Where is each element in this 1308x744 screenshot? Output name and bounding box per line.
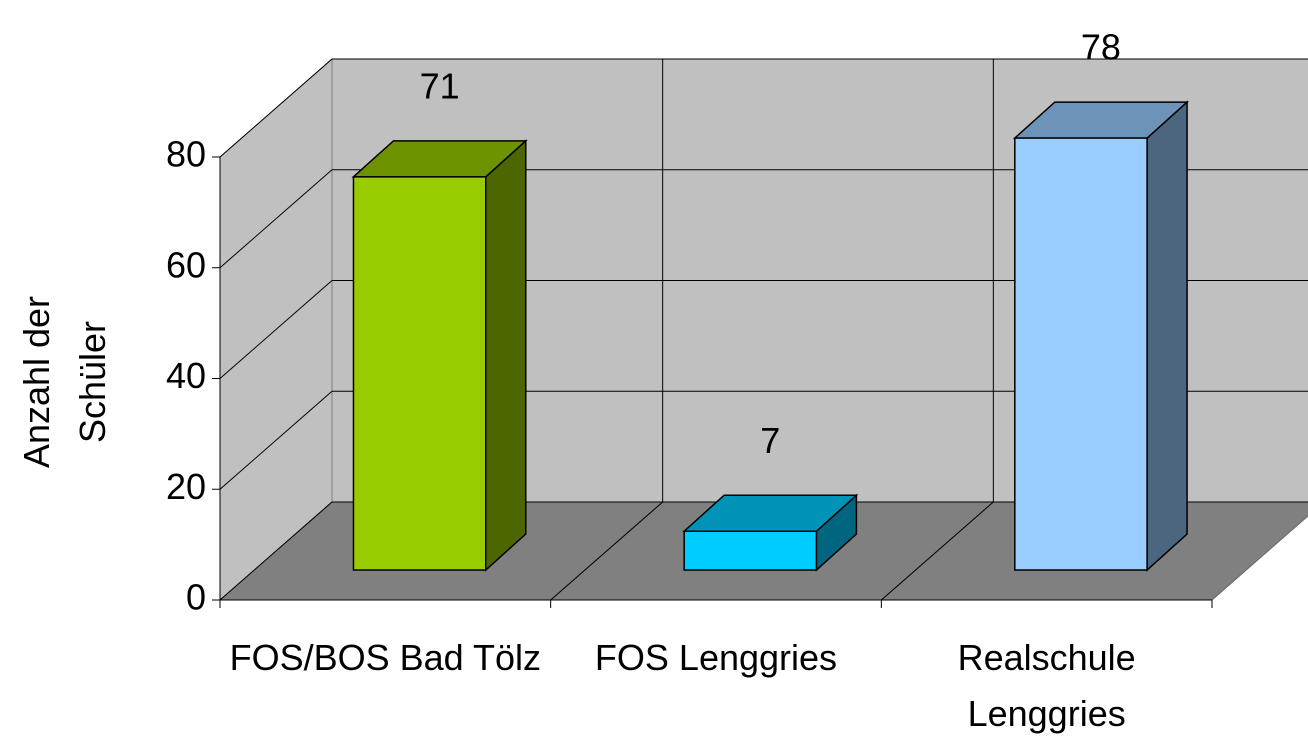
value-label: 78 [1081,27,1121,68]
grid-line [219,280,333,379]
bar-side [1146,100,1188,572]
y-tick-label: 60 [166,244,206,285]
bar-side [484,139,527,572]
value-label: 7 [760,420,780,461]
y-tick-label: 0 [186,577,206,618]
grid-line [219,169,333,269]
bar [683,530,818,571]
floor-divider [550,501,663,601]
bar [1014,137,1148,571]
grid-line [219,58,333,158]
grid-line [219,390,333,490]
y-tick-label: 40 [166,355,206,396]
x-tick-label: FOS Lenggries [594,637,838,678]
y-tick-label: 20 [166,466,206,507]
floor-divider [881,501,994,601]
x-tick-label: FOS/BOS Bad Tölz [229,637,542,678]
y-axis-label: Anzahl der Schüler [16,295,113,469]
y-tick-label: 80 [166,134,206,175]
grid-line [219,501,333,601]
bar [352,176,487,571]
x-tick-label: Realschule Lenggries [957,637,1136,734]
value-label: 71 [420,65,460,106]
